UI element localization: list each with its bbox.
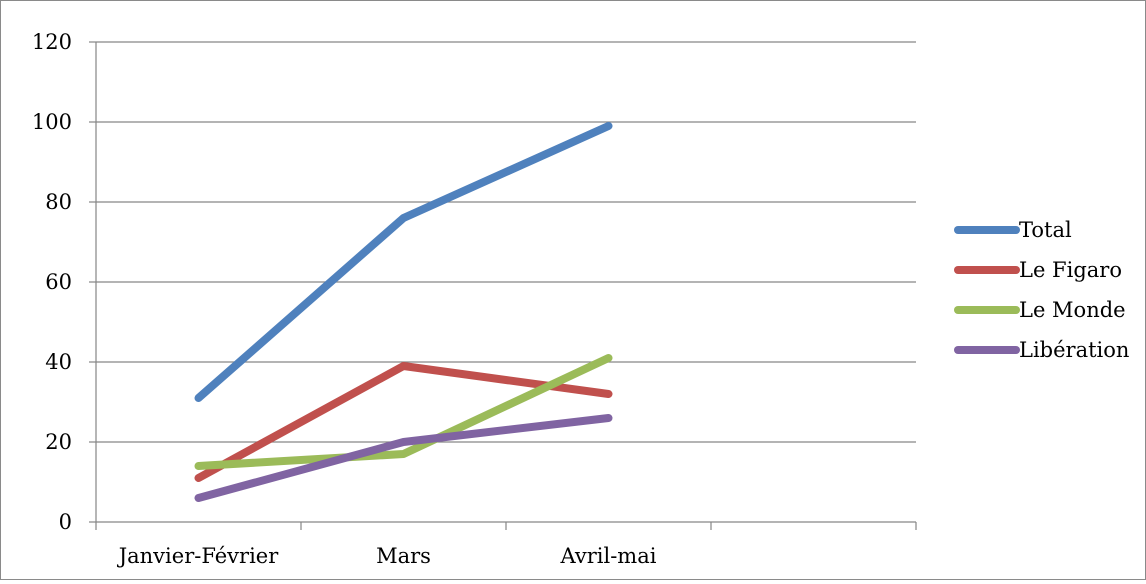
- y-tick-label: 60: [45, 270, 72, 294]
- y-tick-label: 80: [45, 190, 72, 214]
- y-tick-label: 0: [59, 510, 72, 534]
- y-tick-label: 120: [32, 30, 72, 54]
- series-lines: [194, 122, 613, 502]
- x-tick-label: Mars: [376, 544, 431, 568]
- series-line-lib-ration: [194, 414, 613, 502]
- x-tick-label: Janvier-Février: [117, 544, 280, 568]
- gridlines: [96, 41, 916, 443]
- y-tick-label: 100: [32, 110, 72, 134]
- legend: Total Le Figaro Le Monde Libération: [954, 218, 1129, 362]
- x-tick-label: Avril-mai: [560, 544, 657, 568]
- legend-label: Le Monde: [1019, 298, 1126, 322]
- legend-label: Libération: [1019, 338, 1129, 362]
- axes: 0 20 40 60 80 100 120 Janvier-Février Mars Avril-…: [32, 30, 917, 568]
- y-tick-label: 20: [45, 430, 72, 454]
- series-line-le-monde: [194, 354, 613, 470]
- y-tick-label: 40: [45, 350, 72, 374]
- legend-label: Le Figaro: [1019, 258, 1122, 282]
- series-line-le-figaro: [194, 362, 613, 482]
- legend-label: Total: [1019, 218, 1072, 242]
- series-line-total: [194, 122, 613, 402]
